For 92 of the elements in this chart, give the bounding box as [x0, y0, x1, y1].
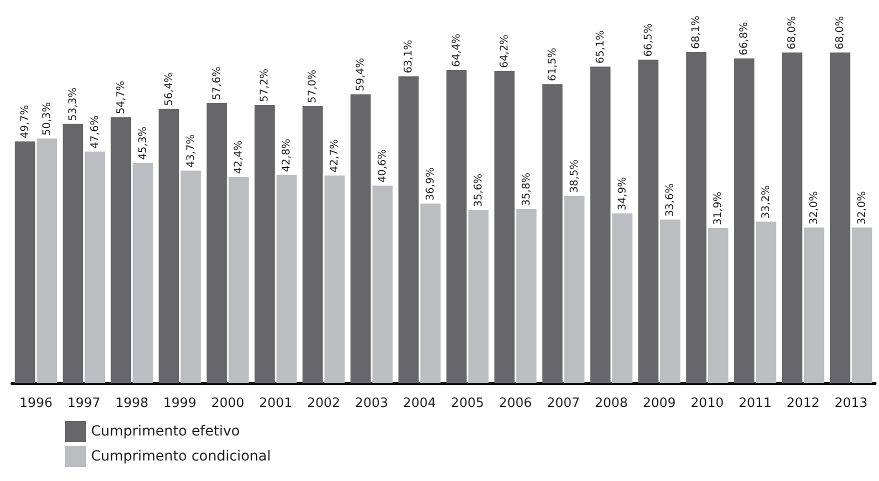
x-tick-label: 2008	[594, 396, 628, 411]
x-tick-label: 2013	[834, 396, 868, 411]
data-label: 35,8%	[520, 172, 532, 206]
data-label: 66,8%	[738, 22, 750, 56]
x-tick-label: 1997	[67, 396, 100, 411]
bar	[14, 141, 36, 383]
legend-label: Cumprimento efetivo	[91, 424, 240, 440]
bar	[302, 106, 323, 383]
x-tick-label: 2003	[355, 396, 388, 411]
x-tick-label: 2007	[546, 396, 580, 411]
bar	[62, 124, 84, 383]
legend-label: Cumprimento condicional	[91, 448, 271, 464]
bar	[516, 208, 537, 383]
x-tick-label: 2001	[259, 396, 292, 411]
bar	[468, 210, 489, 383]
bar	[276, 174, 297, 383]
data-label: 42,7%	[328, 139, 341, 172]
bar	[564, 196, 584, 383]
data-label: 68,1%	[690, 16, 702, 49]
bar	[782, 52, 802, 383]
data-label: 50,3%	[40, 102, 53, 136]
data-label: 32,0%	[808, 191, 820, 224]
x-tick-label: 2009	[642, 396, 676, 411]
bar	[804, 227, 824, 383]
bar	[324, 175, 345, 383]
data-label: 59,4%	[354, 58, 367, 92]
x-tick-label: 2010	[690, 396, 724, 411]
data-label: 68,0%	[834, 16, 846, 50]
data-label: 43,7%	[184, 134, 197, 168]
bar	[756, 222, 776, 383]
data-label: 45,3%	[136, 126, 149, 160]
bar	[350, 94, 371, 383]
data-label: 64,4%	[450, 34, 463, 67]
data-label: 64,2%	[498, 34, 510, 68]
data-label: 66,5%	[642, 23, 654, 57]
data-label: 35,6%	[472, 174, 484, 207]
bar	[398, 76, 419, 383]
data-label: 63,1%	[402, 40, 415, 74]
bar	[446, 70, 467, 383]
data-label: 57,6%	[210, 66, 223, 100]
bar	[372, 186, 393, 383]
data-label: 61,5%	[546, 48, 558, 82]
data-label: 47,6%	[88, 115, 101, 149]
data-label: 54,7%	[114, 80, 127, 114]
bar	[158, 108, 179, 383]
data-label: 65,1%	[594, 30, 606, 64]
bar	[830, 52, 850, 383]
bar	[612, 213, 632, 383]
x-tick-label: 2012	[786, 396, 820, 411]
data-label: 38,5%	[568, 159, 580, 193]
data-label: 42,8%	[280, 138, 293, 172]
data-label: 34,9%	[616, 176, 628, 210]
bar	[420, 204, 441, 383]
x-tick-label: 1996	[19, 396, 53, 411]
bar	[660, 220, 680, 383]
bar	[638, 60, 658, 383]
bar	[542, 84, 563, 383]
data-label: 40,6%	[376, 149, 389, 183]
data-label: 31,9%	[712, 192, 724, 225]
data-label: 33,2%	[760, 185, 772, 219]
bar	[36, 138, 58, 383]
data-label: 33,6%	[664, 183, 676, 217]
data-label: 32,0%	[856, 191, 868, 224]
bar	[228, 176, 249, 383]
bar	[254, 104, 275, 383]
bar	[494, 70, 515, 383]
bar	[180, 170, 201, 383]
x-tick-label: 2002	[307, 396, 340, 411]
bar	[708, 228, 728, 383]
bar	[590, 66, 610, 383]
bar	[206, 103, 227, 383]
bar	[734, 58, 754, 383]
data-label: 57,0%	[306, 70, 319, 103]
x-tick-label: 2011	[738, 396, 772, 411]
data-label: 36,9%	[424, 167, 436, 201]
x-tick-label: 2006	[498, 396, 532, 411]
bar	[84, 152, 106, 383]
data-label: 68,0%	[786, 16, 798, 50]
data-label: 42,4%	[232, 140, 245, 174]
bar	[852, 227, 872, 383]
bar	[132, 162, 153, 383]
x-tick-label: 2000	[211, 396, 244, 411]
data-label: 56,4%	[162, 72, 175, 106]
data-label: 49,7%	[19, 105, 32, 138]
x-tick-label: 1998	[115, 396, 148, 411]
bar	[110, 117, 132, 383]
x-tick-label: 2005	[450, 396, 484, 411]
bar	[686, 52, 706, 383]
data-label: 53,3%	[66, 88, 79, 121]
x-tick-label: 1999	[163, 396, 196, 411]
x-tick-label: 2004	[402, 396, 436, 411]
data-label: 57,2%	[258, 68, 271, 102]
